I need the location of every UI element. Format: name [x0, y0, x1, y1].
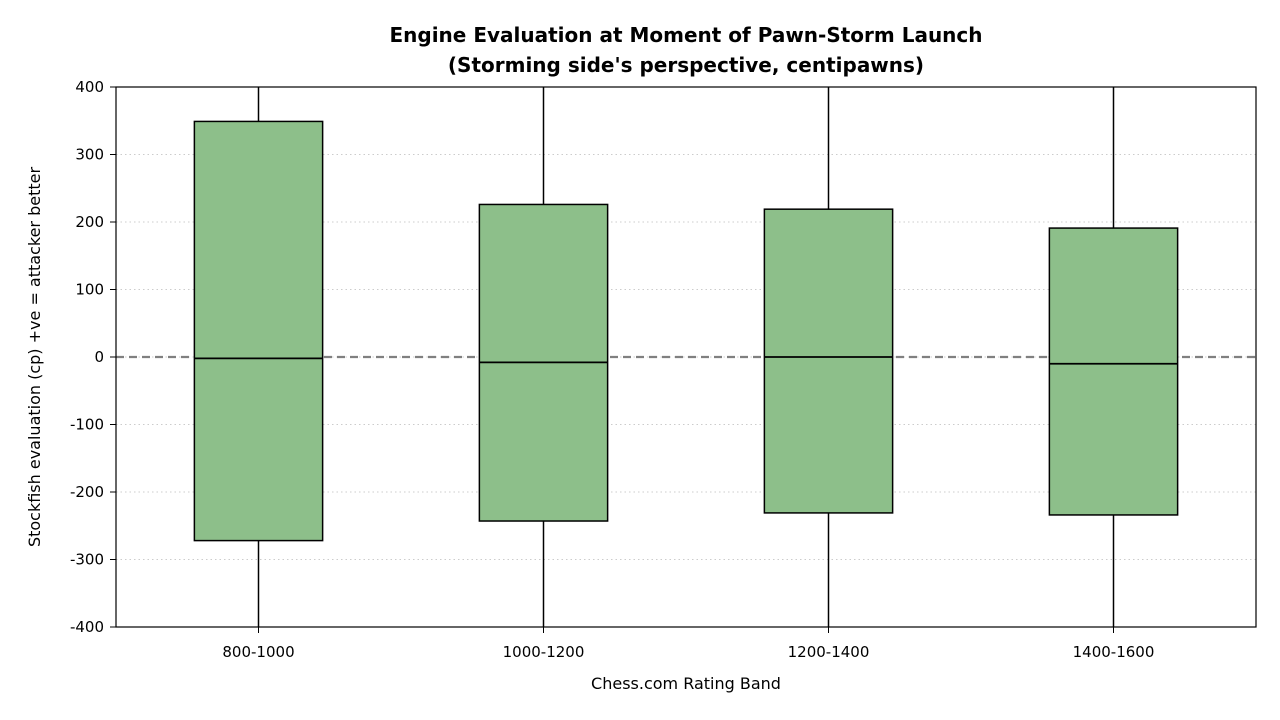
- box-1400-1600: [1048, 87, 1179, 627]
- y-tick-label: 0: [94, 348, 104, 366]
- iqr-box: [763, 208, 894, 514]
- x-tick-label: 1400-1600: [1073, 643, 1155, 661]
- x-tick-label: 1200-1400: [788, 643, 870, 661]
- y-tick-label: 300: [75, 146, 104, 164]
- x-axis-label: Chess.com Rating Band: [591, 674, 781, 693]
- chart-subtitle: (Storming side's perspective, centipawns…: [448, 53, 924, 77]
- box-800-1000: [193, 87, 324, 627]
- iqr-box: [193, 120, 324, 542]
- y-tick-label: -300: [70, 551, 104, 569]
- y-tick-label: 200: [75, 213, 104, 231]
- x-axis-ticks: 800-1000 1000-1200 1200-1400 1400-1600: [222, 627, 1154, 661]
- x-tick-label: 1000-1200: [503, 643, 585, 661]
- y-tick-label: -100: [70, 416, 104, 434]
- y-axis-label: Stockfish evaluation (cp) +ve = attacker…: [25, 167, 44, 548]
- y-tick-label: 400: [75, 78, 104, 96]
- x-tick-label: 800-1000: [222, 643, 294, 661]
- y-tick-label: 100: [75, 281, 104, 299]
- y-tick-label: -200: [70, 483, 104, 501]
- y-axis-ticks: 400 300 200 100 0 -100 -200 -300 -400: [70, 78, 116, 636]
- iqr-box: [1048, 227, 1179, 516]
- box-1200-1400: [763, 87, 894, 627]
- chart-title: Engine Evaluation at Moment of Pawn-Stor…: [389, 23, 982, 47]
- box-1000-1200: [478, 87, 609, 627]
- boxes: [193, 87, 1179, 627]
- y-tick-label: -400: [70, 618, 104, 636]
